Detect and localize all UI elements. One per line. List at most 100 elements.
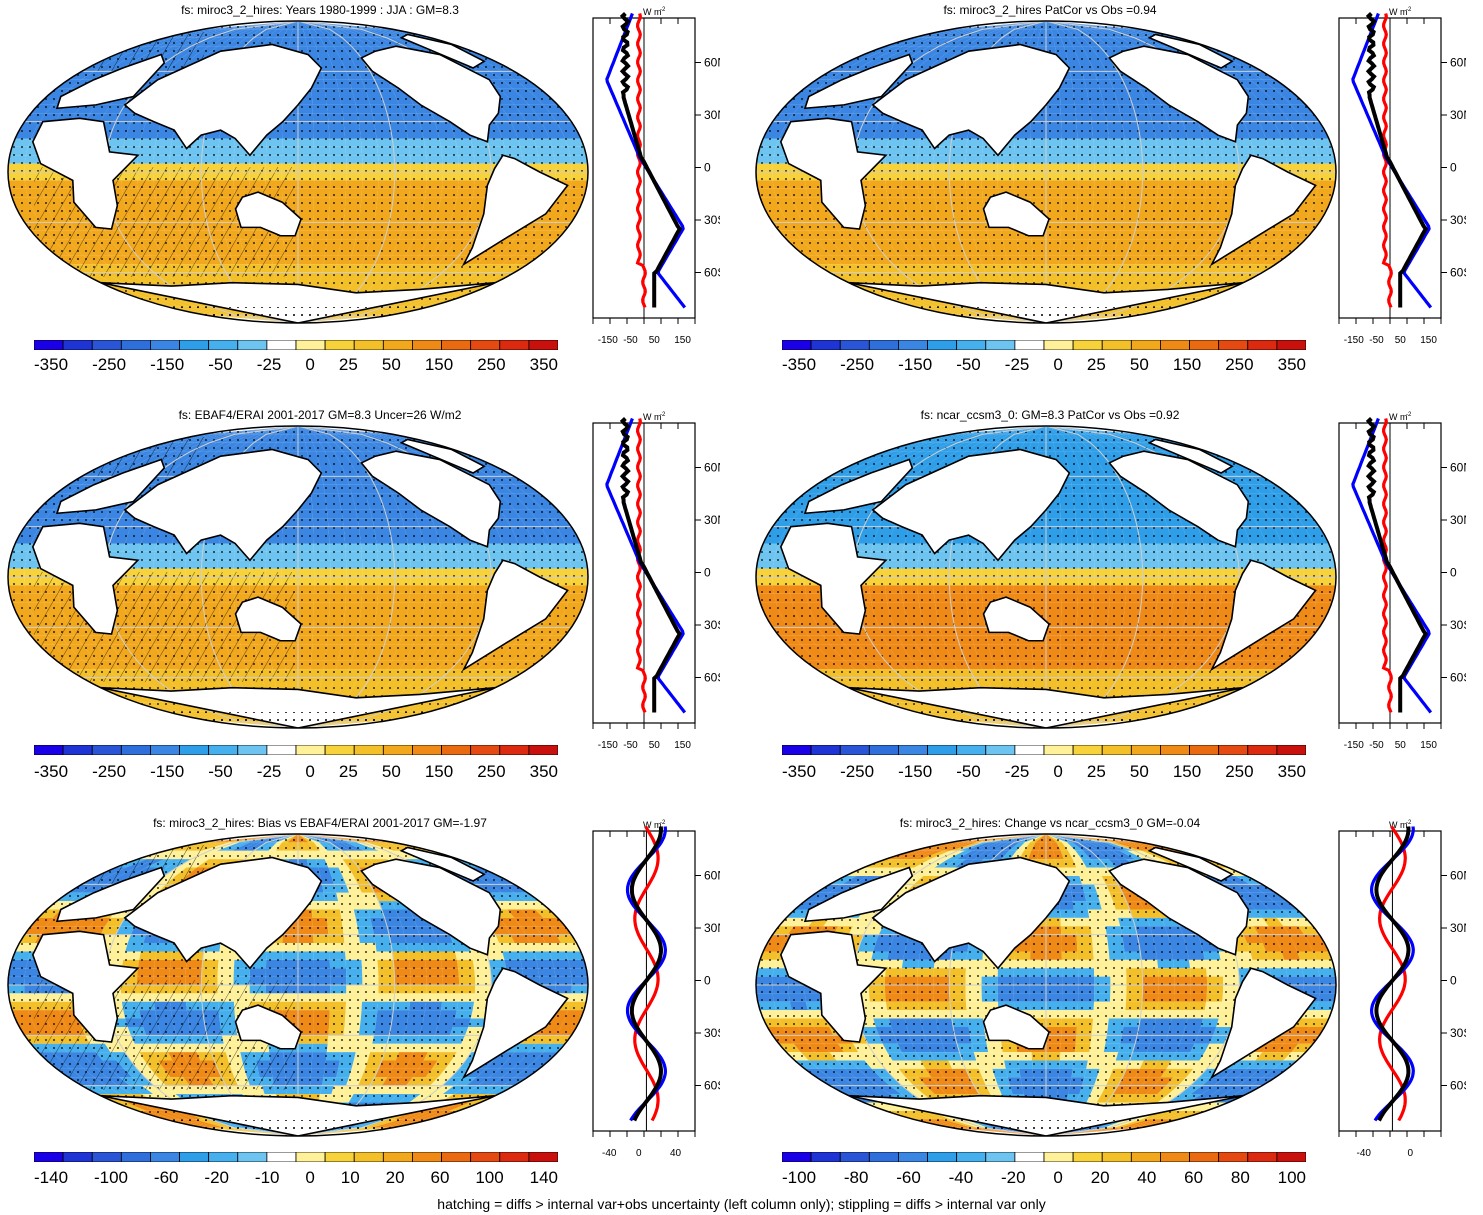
colorbar-swatch: [237, 745, 268, 755]
colorbar-tick-label: -80: [843, 1168, 869, 1187]
greenland-landmass: [399, 33, 486, 69]
zonal-mean-plot-5: W m-2 60N 30N 0 30S 60S -40 0 40: [592, 820, 720, 1159]
colorbar-tick-label: 25: [1086, 355, 1106, 374]
colorbar-swatch: [208, 1152, 239, 1162]
colorbar-tick-label: 25: [1086, 762, 1106, 781]
lat-tick-label: 30S: [1450, 618, 1466, 632]
greenland-landmass: [399, 438, 486, 474]
colorbar-swatch: [150, 340, 180, 350]
colorbar-tick-label: 60: [430, 1168, 450, 1187]
x-tick-label: -50: [1369, 335, 1384, 346]
unit-superscript: -2: [1406, 7, 1412, 13]
colorbar-swatch: [441, 1152, 472, 1162]
colorbar-swatch: [927, 340, 958, 350]
colorbar-tick-label: -25: [1004, 762, 1030, 781]
lat-tick-label: 0: [1450, 566, 1457, 580]
lat-tick-label: 30N: [704, 513, 720, 527]
colorbar-labels-3: -350 -250 -150 -50 -25 0 25 50 150 250 350: [34, 762, 558, 782]
colorbar-swatch: [839, 745, 870, 755]
lat-tick-label: 30N: [704, 108, 720, 122]
australia-landmass: [234, 1004, 302, 1050]
map-outline: [7, 833, 589, 1137]
colorbar-tick-label: -150: [898, 355, 933, 374]
lat-tick-label: 30S: [704, 618, 720, 632]
unit-superscript: -2: [660, 412, 666, 418]
x-tick-label: 50: [1395, 740, 1407, 751]
colorbar-swatch: [1189, 745, 1220, 755]
global-map-2: [755, 20, 1337, 324]
footer-note: hatching = diffs > internal var+obs unce…: [437, 1196, 1046, 1212]
colorbar-swatch: [528, 340, 558, 350]
colorbar-swatch: [470, 340, 501, 350]
unit-label: W m: [1389, 412, 1408, 422]
colorbar-tick-label: -140: [34, 1168, 69, 1187]
zonal-mean-plot-2: W m-2 60N 30N 0 30S 60S -150 -50 50 150: [1338, 7, 1466, 346]
colorbar-swatch: [179, 1152, 210, 1162]
colorbar-swatch: [353, 340, 384, 350]
colorbar-swatch: [868, 340, 899, 350]
colorbar-tick-label: 150: [1172, 355, 1202, 374]
africa-landmass: [779, 117, 888, 230]
model-zonal-line: [1374, 826, 1411, 1122]
colorbar-swatch: [1247, 340, 1278, 350]
lat-tick-label: 30N: [1450, 513, 1466, 527]
lat-tick-label: 0: [1450, 974, 1457, 988]
unit-label: W m: [643, 412, 662, 422]
colorbar-swatch: [62, 340, 93, 350]
colorbar-swatch: [179, 340, 210, 350]
colorbar-tick-label: 250: [1225, 762, 1254, 781]
colorbar-tick-label: 80: [1230, 1168, 1250, 1187]
lat-tick-label: 60N: [1450, 56, 1466, 70]
colorbar-swatch: [782, 1152, 812, 1162]
colorbar-labels-2: -350 -250 -150 -50 -25 0 25 50 150 250 350: [782, 355, 1306, 375]
colorbar-swatch: [412, 745, 442, 755]
colorbar-swatch: [782, 745, 812, 755]
colorbar-tick-label: 60: [1184, 1168, 1204, 1187]
colorbar-tick-label: -250: [92, 355, 127, 374]
colorbar-tick-label: 250: [477, 355, 506, 374]
x-tick-label: 0: [1408, 1148, 1414, 1159]
colorbar-swatch: [782, 340, 812, 350]
colorbar-tick-label: 100: [475, 1168, 504, 1187]
colorbar-tick-label: -25: [256, 762, 282, 781]
colorbar-swatch: [1130, 745, 1161, 755]
colorbar-swatch: [295, 745, 326, 755]
colorbar-swatch: [1072, 340, 1103, 350]
colorbar-swatch: [34, 745, 64, 755]
asia-landmass: [871, 43, 1071, 157]
colorbar-swatch: [208, 745, 239, 755]
colorbar-tick-label: -150: [150, 762, 185, 781]
colorbar-swatch: [1218, 745, 1249, 755]
colorbar-swatch: [266, 1152, 297, 1162]
colorbar-swatch: [1218, 1152, 1249, 1162]
panel-title-3: fs: EBAF4/ERAI 2001-2017 GM=8.3 Uncer=26…: [178, 408, 462, 422]
colorbar-tick-label: -100: [93, 1168, 128, 1187]
colorbar-swatch: [1043, 1152, 1074, 1162]
lat-tick-label: 30S: [704, 1026, 720, 1040]
greenland-landmass: [1147, 438, 1234, 474]
colorbar-swatch: [120, 1152, 151, 1162]
zonal-mean-plot-6: W m-2 60N 30N 0 30S 60S -40 0: [1338, 820, 1466, 1159]
colorbar-swatch: [382, 340, 413, 350]
colorbar-tick-label: -250: [92, 762, 127, 781]
colorbar-swatch: [927, 1152, 958, 1162]
colorbar-tick-label: -150: [150, 355, 185, 374]
colorbar-tick-label: 150: [424, 355, 454, 374]
map-outline: [755, 833, 1337, 1137]
colorbar-swatch: [898, 745, 928, 755]
map-outline: [7, 425, 589, 729]
colorbar-swatch: [1101, 745, 1132, 755]
europe-landmass: [55, 53, 166, 110]
samerica-landmass: [1209, 967, 1317, 1080]
namerica-landmass: [360, 858, 502, 956]
colorbar-swatch: [1160, 340, 1190, 350]
colorbar-swatch: [382, 745, 413, 755]
colorbar-tick-label: 0: [1053, 762, 1063, 781]
colorbar-swatch: [868, 745, 899, 755]
map-outline: [755, 425, 1337, 729]
asia-landmass: [123, 448, 323, 562]
unit-superscript: -2: [1406, 412, 1412, 418]
obs-zonal-line: [605, 417, 687, 714]
colorbar-4: [782, 745, 1306, 755]
colorbar-swatch: [295, 340, 326, 350]
